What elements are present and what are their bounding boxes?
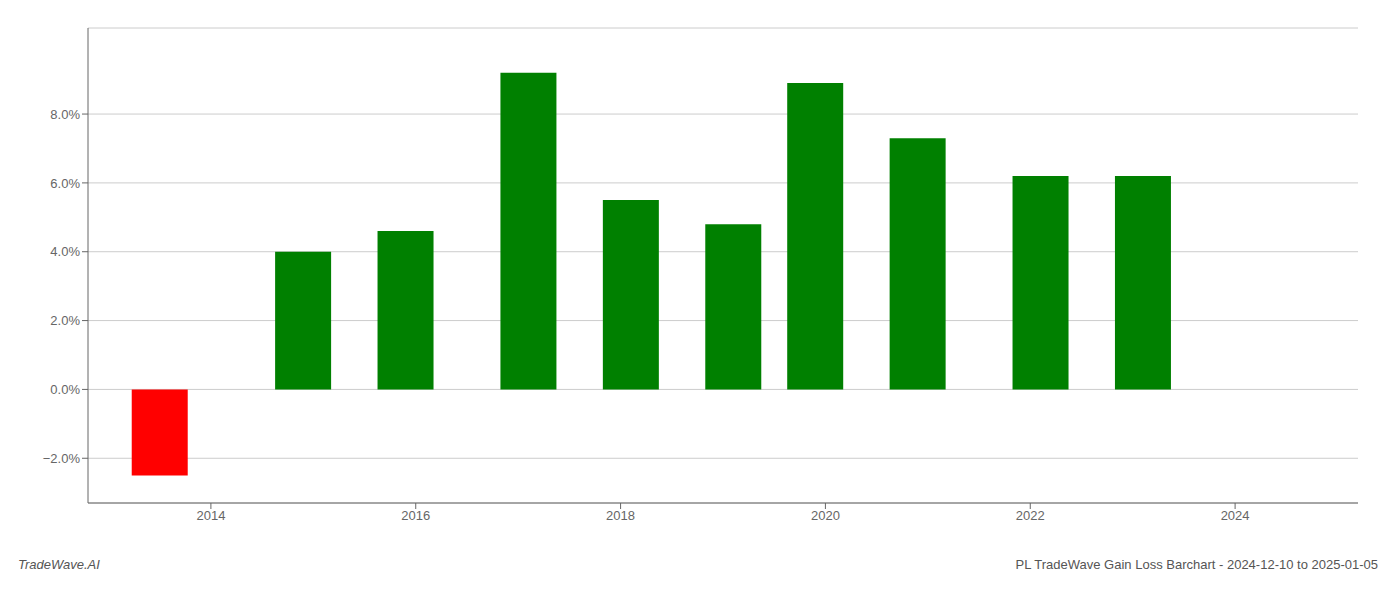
html-text:TradeWave.AI: TradeWave.AI — [18, 557, 100, 572]
svg-text:0.0%: 0.0% — [50, 382, 80, 397]
svg-text:2018: 2018 — [606, 508, 635, 523]
svg-text:2020: 2020 — [811, 508, 840, 523]
svg-text:2016: 2016 — [401, 508, 430, 523]
svg-text:8.0%: 8.0% — [50, 107, 80, 122]
svg-text:6.0%: 6.0% — [50, 176, 80, 191]
svg-text:2024: 2024 — [1221, 508, 1250, 523]
svg-text:4.0%: 4.0% — [50, 244, 80, 259]
svg-text:2022: 2022 — [1016, 508, 1045, 523]
svg-text:−2.0%: −2.0% — [43, 451, 81, 466]
html-text:PL TradeWave Gain Loss Barchar: PL TradeWave Gain Loss Barchart - 2024-1… — [1015, 557, 1378, 572]
svg-text:2.0%: 2.0% — [50, 313, 80, 328]
svg-text:2014: 2014 — [196, 508, 225, 523]
